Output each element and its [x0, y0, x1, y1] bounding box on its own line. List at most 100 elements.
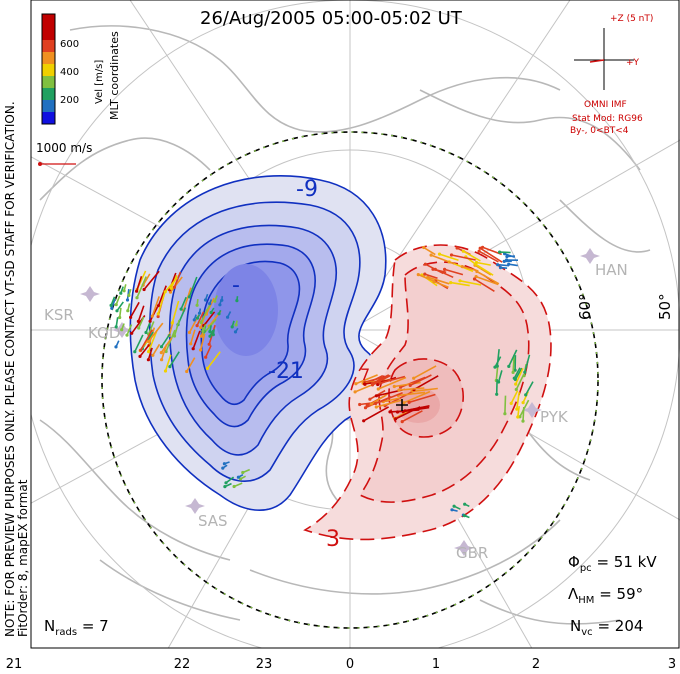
radar-label-han: HAN — [595, 261, 628, 279]
velocity-vector-origin-0-52 — [139, 348, 143, 352]
velocity-vector-origin-0-20 — [138, 354, 142, 358]
stat-lambda-value: = 59° — [599, 585, 644, 603]
velocity-vector-origin-3-18 — [374, 405, 378, 409]
velocity-vector-origin-4-3 — [443, 267, 447, 271]
velocity-vector-origin-0-56 — [172, 334, 177, 338]
velocity-vector-origin-8-4 — [463, 502, 467, 506]
velocity-vector-origin-0-5 — [163, 369, 168, 373]
velocity-vector-0-2 — [152, 343, 161, 356]
velocity-vector-origin-3-3 — [363, 406, 368, 410]
velocity-vector-0-15 — [206, 351, 221, 369]
velocity-vector-origin-3-17 — [392, 384, 396, 389]
mlt-label-1: 1 — [432, 657, 440, 672]
velocity-vector-origin-5-5 — [521, 401, 525, 405]
velocity-vector-0-14 — [188, 276, 198, 298]
velocity-vector-origin-1-0 — [126, 309, 130, 313]
stat-nrads-sub: rads — [55, 627, 78, 638]
velocity-vector-origin-3-14 — [358, 402, 362, 407]
velocity-vector-origin-1-12 — [109, 303, 113, 307]
velocity-vector-5-4 — [514, 367, 523, 380]
mlt-label-3: 3 — [668, 657, 676, 672]
mlt-label-23: 23 — [256, 657, 273, 672]
velocity-vector-origin-6-7 — [498, 266, 503, 270]
velocity-vector-origin-1-7 — [125, 298, 130, 302]
velocity-vector-3-20 — [413, 365, 437, 379]
imf-source: OMNI IMF — [584, 100, 627, 110]
velocity-vector-3-4 — [377, 376, 407, 390]
stat-lambda-hm: ΛHM = 59° — [568, 585, 643, 606]
velocity-vector-0-56 — [173, 319, 180, 337]
velocity-vector-5-2 — [495, 366, 499, 381]
velocity-vector-3-32 — [379, 375, 406, 384]
velocity-vector-origin-3-31 — [362, 419, 366, 423]
velocity-vector-origin-4-25 — [429, 253, 433, 257]
velocity-vector-origin-0-33 — [168, 365, 172, 369]
velocity-vector-origin-0-27 — [137, 326, 141, 330]
velocity-vector-0-30 — [135, 276, 143, 292]
contour-label-pos7: 7 — [360, 365, 370, 384]
mlt-label-22: 22 — [174, 657, 191, 672]
velocity-vector-origin-2-12 — [208, 330, 212, 334]
reference-vector-label: 1000 m/s — [36, 141, 92, 155]
velocity-vector-4-19 — [425, 263, 444, 275]
velocity-vector-3-28 — [372, 374, 390, 385]
velocity-vector-3-31 — [363, 406, 389, 422]
velocity-vector-4-0 — [474, 264, 492, 276]
velocity-vector-origin-0-17 — [159, 345, 164, 349]
velocity-vector-origin-4-19 — [423, 262, 427, 266]
velocity-vector-1-6 — [111, 298, 116, 309]
velocity-vector-5-19 — [508, 349, 518, 367]
color-bar: 200 400 600 Vel [m/s] — [41, 13, 105, 125]
velocity-vector-0-38 — [199, 333, 206, 351]
velocity-vector-4-29 — [450, 281, 470, 287]
stat-nvc: Nvc = 204 — [570, 617, 643, 638]
velocity-vector-origin-4-14 — [477, 249, 481, 253]
contour-label-neg-small: - — [232, 273, 240, 298]
velocity-vector-origin-5-3 — [503, 412, 507, 416]
color-tick-600: 600 — [60, 39, 79, 50]
imf-dial: +Z (5 nT) +Y OMNI IMF Stat Mod: RG96 By-… — [570, 14, 653, 136]
velocity-vector-0-43 — [160, 344, 168, 360]
stat-nvc-symbol: N — [570, 617, 582, 635]
velocity-vector-0-34 — [200, 303, 211, 323]
velocity-vector-origin-3-16 — [368, 397, 372, 401]
velocity-vector-3-9 — [401, 410, 423, 423]
velocity-vector-origin-0-8 — [156, 314, 160, 319]
velocity-vector-origin-5-14 — [521, 419, 525, 423]
velocity-vector-origin-5-9 — [514, 387, 518, 392]
velocity-vector-origin-1-3 — [114, 303, 118, 307]
plot-frame — [30, 0, 680, 649]
velocity-vector-0-54 — [192, 330, 201, 349]
velocity-vector-0-16 — [173, 271, 182, 288]
velocity-vector-origin-3-7 — [402, 401, 406, 405]
velocity-vector-origin-0-51 — [204, 355, 208, 359]
map-title: 26/Aug/2005 05:00-05:02 UT — [200, 8, 462, 29]
velocity-vector-origin-3-38 — [370, 383, 375, 387]
velocity-vector-origin-4-9 — [416, 273, 420, 277]
velocity-vector-origin-4-28 — [472, 277, 477, 281]
stat-phi-symbol: Φ — [568, 553, 580, 571]
stat-lambda-sub: HM — [578, 595, 595, 606]
velocity-vector-0-1 — [169, 276, 183, 293]
radar-label-gbr: GBR — [456, 544, 488, 562]
velocity-vector-origin-2-21 — [213, 299, 217, 303]
velocity-vector-1-9 — [115, 317, 119, 328]
velocity-vector-origin-0-16 — [172, 285, 176, 289]
velocity-vector-origin-0-46 — [133, 350, 137, 354]
velocity-vector-5-11 — [517, 405, 520, 418]
velocity-vector-origin-2-17 — [195, 303, 199, 307]
velocity-vector-origin-0-10 — [189, 342, 193, 346]
radar-sas-marker — [185, 498, 205, 514]
velocity-vector-origin-6-5 — [502, 259, 506, 263]
stat-phi-sub: pc — [579, 563, 592, 574]
velocity-vector-3-24 — [383, 397, 401, 403]
velocity-vector-origin-3-30 — [374, 394, 378, 398]
velocity-vector-origin-3-4 — [376, 387, 380, 391]
velocity-vector-origin-4-12 — [432, 280, 436, 284]
velocity-vector-origin-0-23 — [130, 331, 134, 335]
velocity-vector-origin-4-22 — [461, 249, 465, 253]
velocity-vector-0-5 — [164, 354, 172, 372]
velocity-vector-4-27 — [475, 263, 494, 276]
velocity-vector-origin-0-18 — [129, 315, 133, 319]
